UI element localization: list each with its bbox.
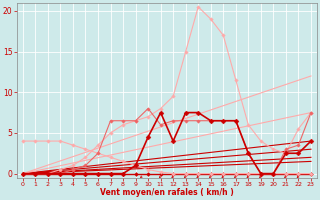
X-axis label: Vent moyen/en rafales ( km/h ): Vent moyen/en rafales ( km/h ) <box>100 188 234 197</box>
